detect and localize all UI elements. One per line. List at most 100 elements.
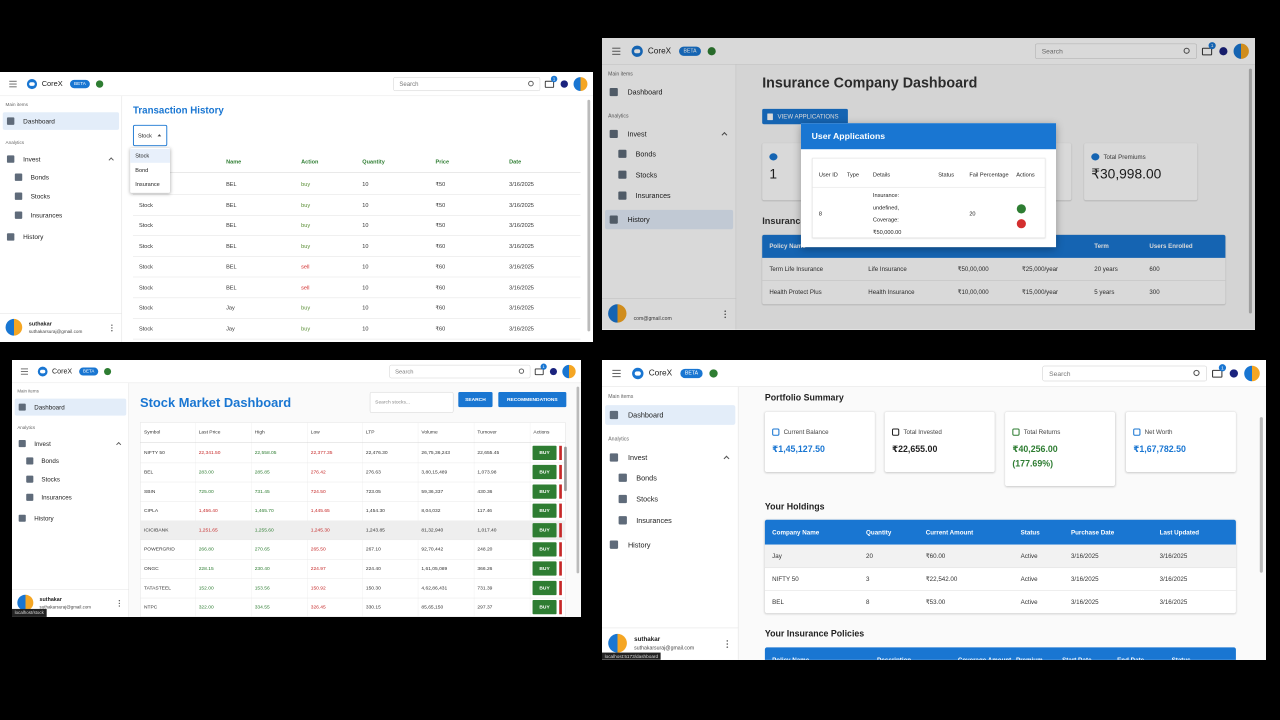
nav-item[interactable]: Stocks (635, 170, 658, 179)
search-icon (1193, 369, 1200, 377)
dropdown-option[interactable]: Insurance (135, 180, 160, 188)
nav-item[interactable]: History (23, 233, 44, 241)
search-box[interactable] (393, 77, 541, 91)
sell-button-edge[interactable] (559, 503, 562, 518)
theme-toggle[interactable] (1229, 369, 1238, 378)
mail-icon[interactable] (1201, 47, 1213, 56)
table-cell: 1,243.85 (365, 527, 385, 533)
table-cell: 20 years (1094, 265, 1118, 273)
avatar[interactable] (562, 364, 576, 379)
nav-item[interactable]: History (34, 514, 54, 522)
nav-item[interactable]: Bonds (30, 173, 49, 181)
section-label: Main items (608, 71, 633, 78)
nav-icon (618, 191, 627, 200)
stock-search[interactable] (369, 392, 454, 413)
section-label: Analytics (608, 436, 629, 443)
page-title: Portfolio Summary (764, 392, 844, 403)
table-cell: 731.39 (477, 585, 493, 591)
nav-item[interactable]: Insurances (635, 191, 671, 200)
nav-item[interactable]: Insurances (41, 493, 72, 501)
buy-button[interactable]: BUY (532, 561, 557, 576)
column-header: LTP (365, 429, 375, 435)
menu-icon-line (20, 373, 29, 375)
screen: CoreX BETA Search 1 Main items Analytics Dashb… (0, 72, 593, 342)
dropdown-option[interactable]: Bond (135, 166, 149, 174)
table-cell: 3/16/2025 (1159, 575, 1188, 583)
buy-button[interactable]: BUY (532, 580, 557, 596)
sell-button-edge[interactable] (559, 542, 562, 557)
dropdown-option[interactable]: Stock (135, 152, 150, 160)
buy-button[interactable]: BUY (532, 465, 557, 480)
mail-icon[interactable] (1212, 369, 1223, 378)
beta-badge: BETA (679, 46, 701, 56)
menu-icon-line (612, 372, 621, 375)
nav-item[interactable]: Stocks (41, 475, 61, 483)
user-avatar (17, 594, 34, 611)
screen-content: CoreX BETA Search 1 Main items Analytics Dashb… (602, 38, 1255, 330)
column-header: Volume (421, 429, 438, 435)
search-box[interactable] (389, 364, 531, 379)
search-box[interactable] (1042, 365, 1207, 382)
approve-icon[interactable] (1016, 204, 1026, 214)
select-value: Stock (138, 132, 152, 139)
button[interactable]: SEARCH (458, 392, 493, 408)
reject-icon[interactable] (1016, 219, 1026, 229)
mail-icon[interactable] (534, 368, 544, 376)
sell-button-edge[interactable] (559, 465, 562, 480)
nav-item[interactable]: Dashboard (627, 87, 663, 97)
sell-button-edge[interactable] (559, 484, 562, 499)
table-cell: 150.92 (310, 585, 326, 591)
theme-toggle[interactable] (1219, 47, 1228, 56)
avatar[interactable] (573, 77, 588, 91)
sell-button-edge[interactable] (559, 522, 562, 538)
buy-button[interactable]: BUY (532, 522, 557, 538)
sell-button-edge[interactable] (559, 600, 562, 615)
avatar[interactable] (1233, 43, 1249, 59)
buy-button[interactable]: BUY (532, 503, 557, 518)
nav-item[interactable]: Invest (34, 440, 51, 448)
nav-item[interactable]: Dashboard (627, 410, 664, 420)
sell-button-edge[interactable] (559, 580, 562, 596)
nav-item[interactable]: Bonds (635, 149, 656, 158)
nav-item[interactable]: Bonds (636, 473, 657, 482)
nav-item[interactable]: Dashboard (34, 403, 65, 411)
search-box[interactable] (1035, 43, 1197, 59)
column-header: Status (1171, 656, 1191, 660)
nav-icon (618, 170, 627, 179)
buy-button[interactable]: BUY (532, 600, 557, 615)
menu-dot (118, 605, 121, 607)
nav-item[interactable]: Stocks (30, 192, 51, 200)
sell-button-edge[interactable] (559, 445, 562, 461)
table-cell: buy (301, 201, 311, 208)
card-icon (769, 153, 778, 161)
nav-item[interactable]: Insurances (30, 211, 63, 219)
nav-item[interactable]: History (627, 215, 650, 224)
nav-item[interactable]: Insurances (636, 516, 672, 525)
buy-button[interactable]: BUY (532, 542, 557, 557)
page-scrollbar (1259, 417, 1263, 573)
select[interactable] (132, 124, 168, 147)
theme-toggle[interactable] (549, 368, 557, 376)
user-name: suthakar (634, 635, 661, 643)
buy-button[interactable]: BUY (532, 484, 557, 499)
nav-item[interactable]: Invest (627, 129, 647, 138)
nav-item[interactable]: History (627, 540, 651, 549)
sell-button-edge[interactable] (559, 561, 562, 576)
nav-item[interactable]: Stocks (636, 494, 659, 504)
nav-item[interactable]: Invest (23, 155, 41, 163)
buy-button[interactable]: BUY (532, 445, 557, 461)
avatar[interactable] (1244, 365, 1260, 382)
nav-item[interactable]: Invest (627, 453, 648, 462)
button[interactable]: RECOMMENDATIONS (498, 392, 567, 408)
nav-item[interactable]: Bonds (41, 457, 59, 465)
table-cell: Stock (138, 325, 153, 332)
theme-toggle[interactable] (560, 80, 568, 88)
table-cell: 3/16/2025 (1159, 552, 1188, 560)
table-cell: POWERGRID (144, 546, 175, 553)
screen: CoreX BETA Search 1 Main items Analytics Dashb… (12, 360, 581, 617)
mail-icon[interactable] (544, 80, 555, 88)
menu-icon-line (20, 371, 29, 373)
nav-item[interactable]: Dashboard (23, 117, 55, 125)
nav-icon (14, 192, 23, 200)
button[interactable] (762, 108, 848, 125)
